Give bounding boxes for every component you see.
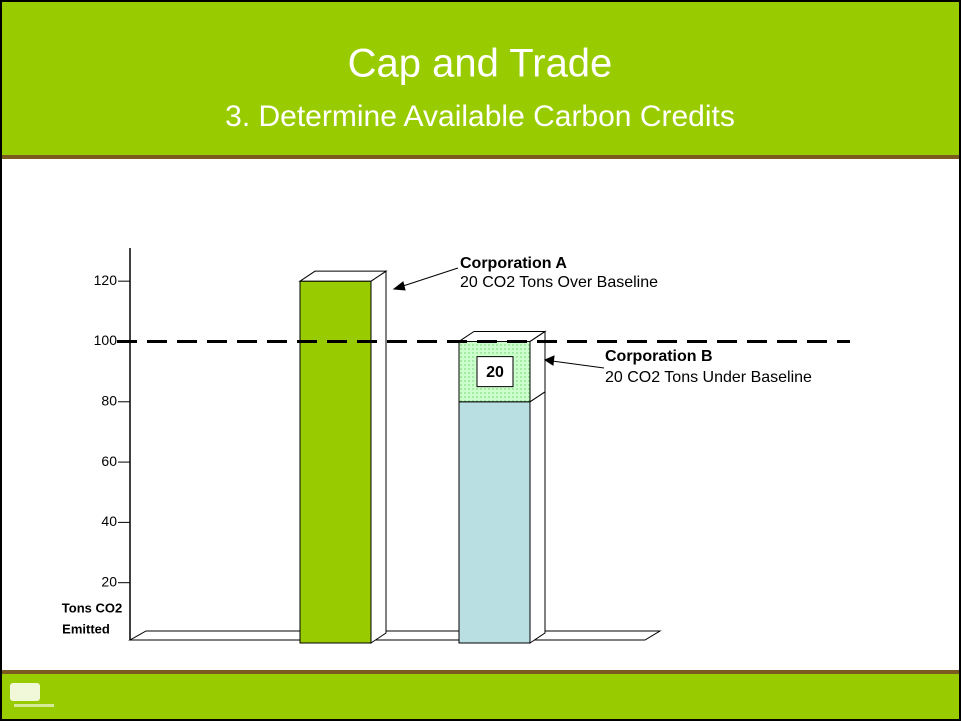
y-tick-label: 20	[101, 573, 117, 589]
annotation-text: 20 CO2 Tons Under Baseline	[605, 369, 812, 386]
slide-title: Cap and Trade	[348, 42, 613, 86]
y-tick-label: 120	[94, 272, 118, 288]
y-tick-label: 60	[101, 453, 117, 469]
y-tick-label: 80	[101, 392, 117, 408]
annotation-text: 20 CO2 Tons Over Baseline	[460, 274, 658, 291]
y-tick-label: 100	[94, 332, 118, 348]
data-label: 20	[486, 364, 504, 381]
footer-rule	[0, 670, 961, 674]
logo	[10, 683, 54, 707]
header-band	[0, 0, 961, 156]
bar	[458, 401, 531, 644]
bar-side	[529, 390, 546, 644]
annotation-arrows	[392, 267, 605, 369]
annotation-title: Corporation A	[460, 255, 567, 272]
bar-top	[298, 270, 388, 282]
bar-side	[370, 270, 387, 644]
slide-subtitle: 3. Determine Available Carbon Credits	[225, 100, 735, 133]
floor	[128, 630, 662, 641]
footer-band	[0, 672, 961, 721]
y-axis-label: Tons CO2	[62, 600, 122, 615]
bar-top	[457, 330, 547, 342]
bar	[299, 280, 372, 644]
annotation-title: Corporation B	[605, 348, 713, 365]
y-axis-label: Emitted	[62, 621, 110, 636]
y-tick-label: 40	[101, 513, 117, 529]
data-label-box	[476, 356, 514, 388]
header-rule	[0, 155, 961, 159]
